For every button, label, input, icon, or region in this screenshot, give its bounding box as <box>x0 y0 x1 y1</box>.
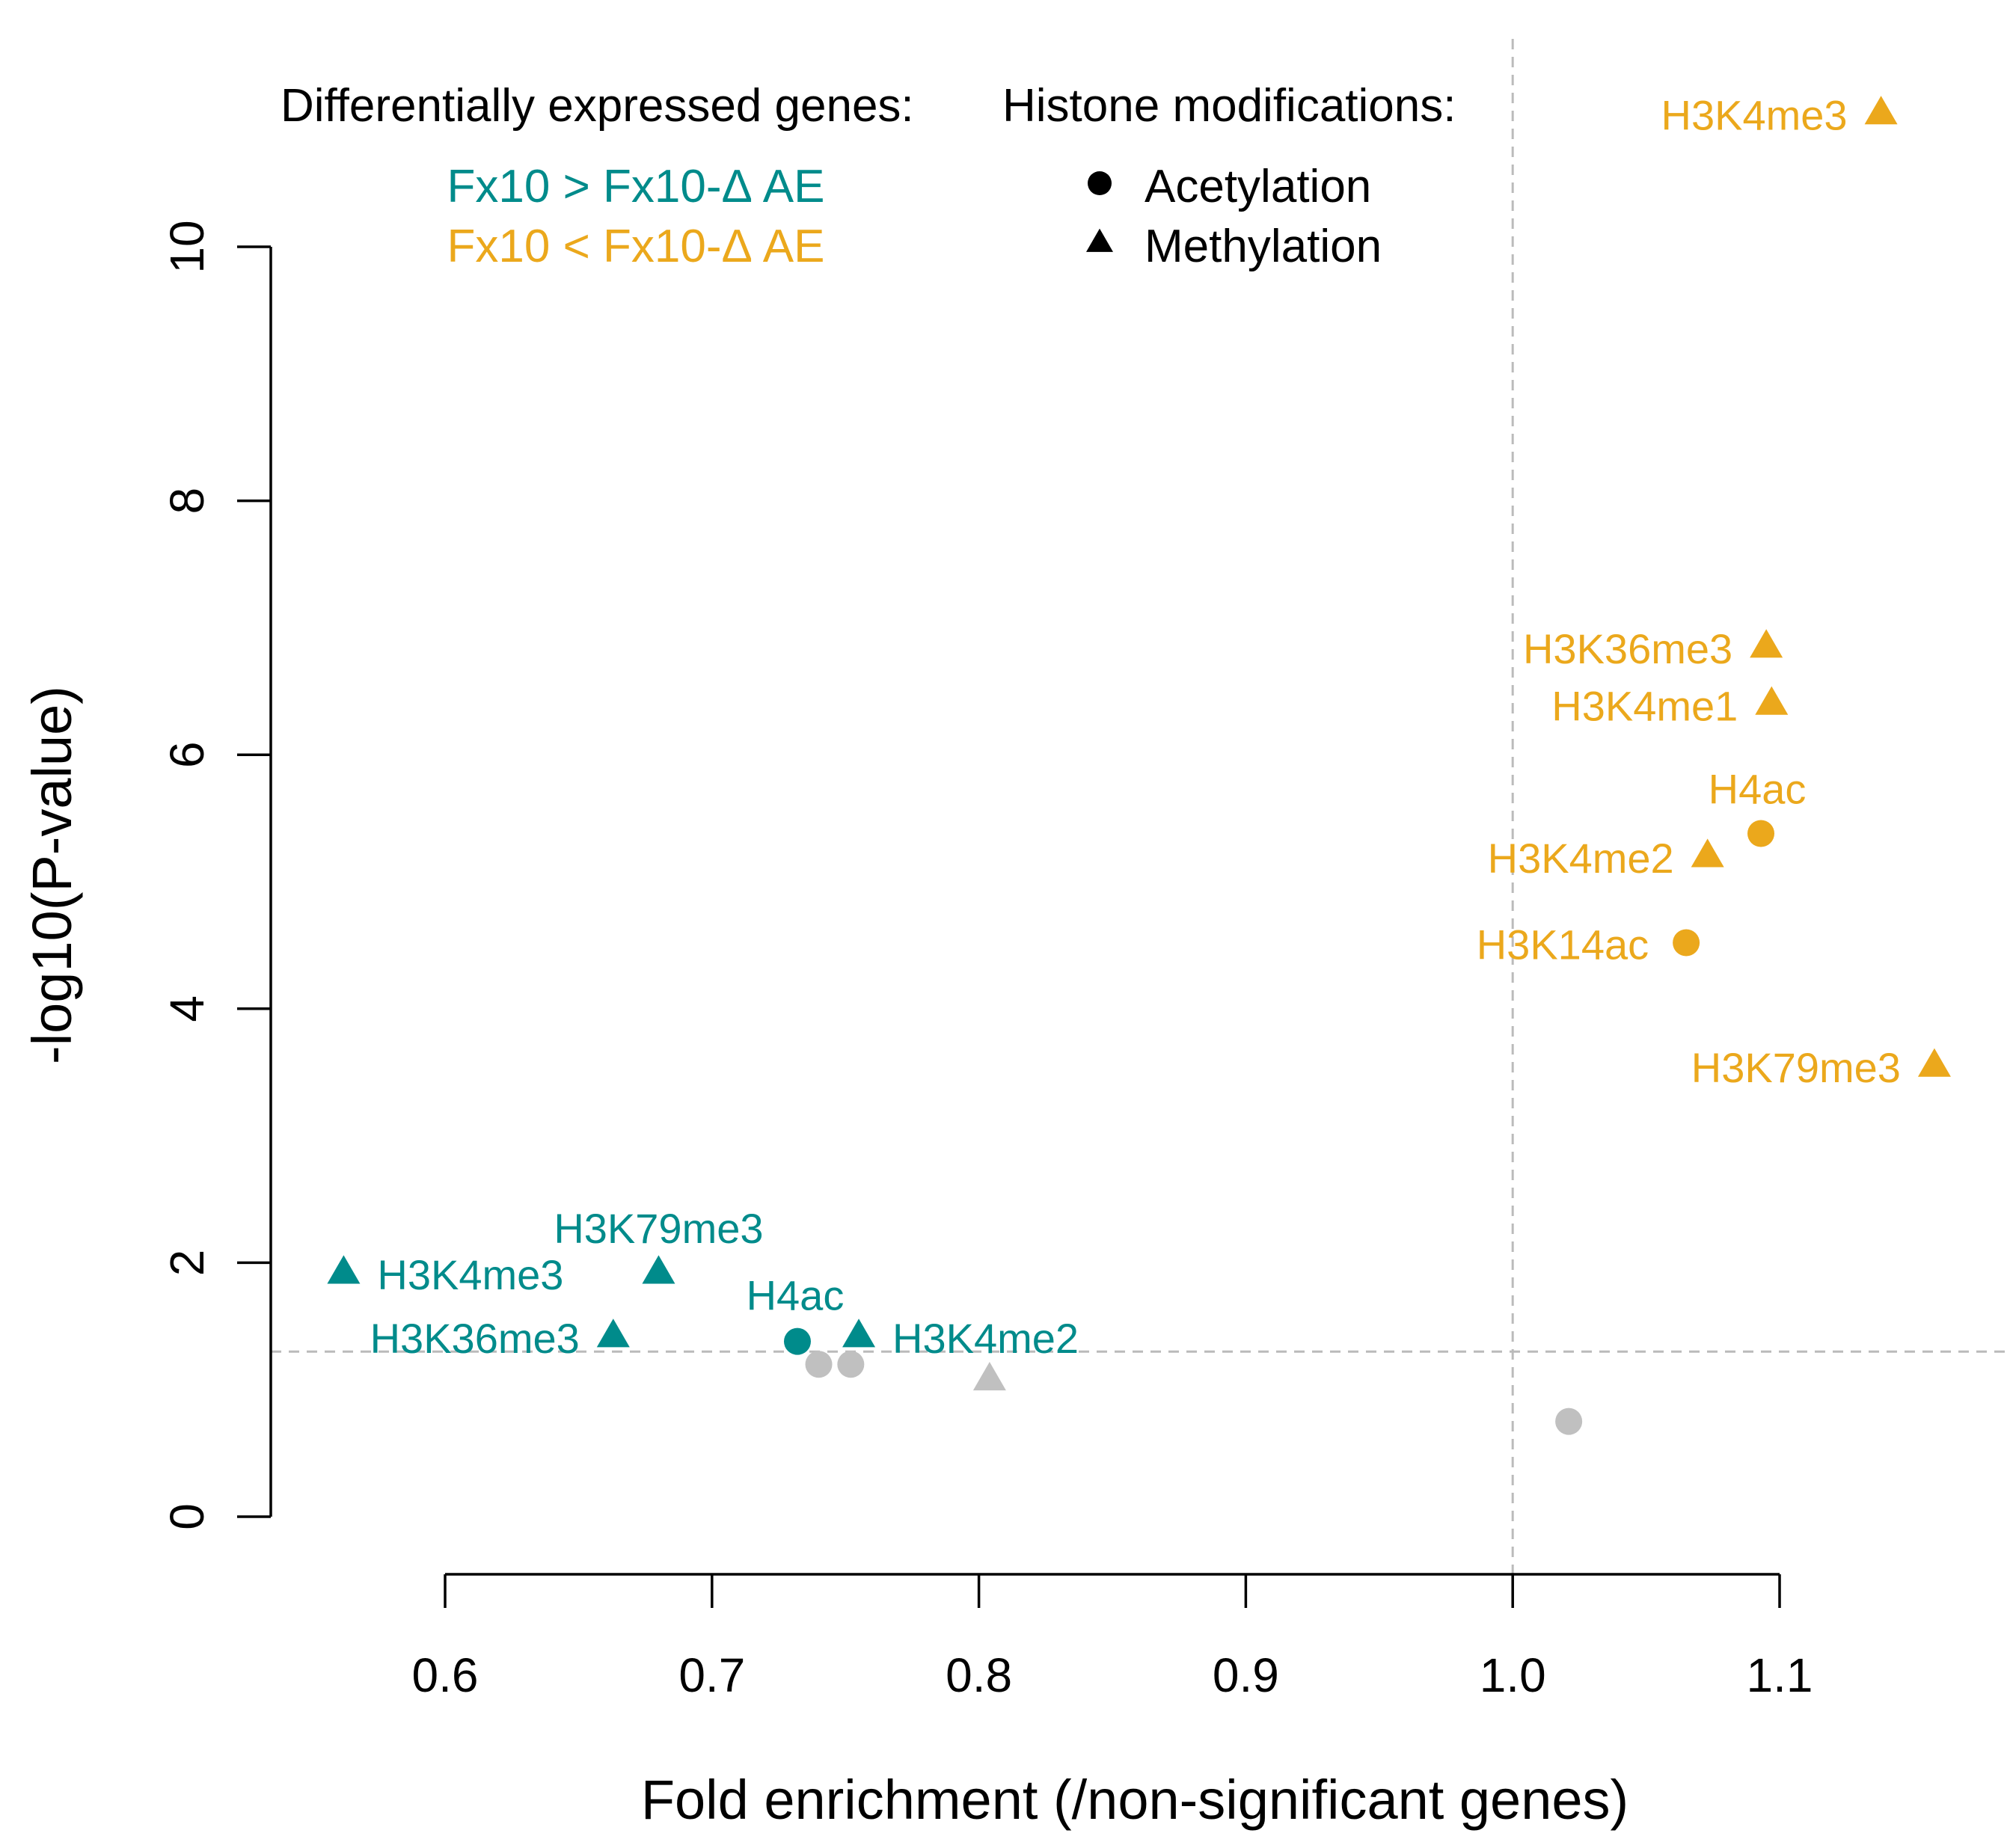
y-tick-label: 0 <box>160 1503 214 1530</box>
up-h4ac-circle-marker <box>1747 820 1775 847</box>
point-label-up-h3k36me3: H3K36me3 <box>1523 625 1732 672</box>
legend-deg-item-up: Fx10 < Fx10-Δ AE <box>447 221 825 272</box>
y-tick-label: 6 <box>160 741 214 768</box>
legend-histone-item-acetylation: Acetylation <box>1145 161 1371 212</box>
legend-deg-item-down: Fx10 > Fx10-Δ AE <box>447 161 825 212</box>
down-h3k79me3-triangle-marker <box>642 1255 675 1284</box>
x-tick-label: 0.7 <box>678 1648 745 1702</box>
y-axis: 0 2 4 6 8 10 <box>160 220 272 1530</box>
data-points <box>327 96 1951 1435</box>
x-tick-label: 1.0 <box>1480 1648 1546 1702</box>
reference-lines <box>271 39 2010 1574</box>
point-label-up-h3k14ac: H3K14ac <box>1477 921 1649 968</box>
down-h4ac-circle-marker <box>783 1327 811 1355</box>
point-label-up-h3k79me3: H3K79me3 <box>1691 1044 1901 1091</box>
legend-histone-item-methylation: Methylation <box>1145 221 1382 272</box>
x-tick-label: 1.1 <box>1747 1648 1813 1702</box>
ns-point-circle-marker <box>837 1351 865 1378</box>
x-tick-label: 0.8 <box>946 1648 1012 1702</box>
point-label-up-h3k4me2: H3K4me2 <box>1488 835 1674 882</box>
legend-circle-icon <box>1088 171 1112 195</box>
y-tick-label: 4 <box>160 995 214 1022</box>
point-label-down-h3k36me3: H3K36me3 <box>370 1315 580 1362</box>
y-tick-label: 8 <box>160 488 214 515</box>
point-label-up-h3k4me3: H3K4me3 <box>1661 92 1848 139</box>
circle-icon <box>1088 171 1112 195</box>
triangle-icon <box>1086 228 1113 252</box>
point-label-down-h4ac: H4ac <box>747 1272 845 1319</box>
up-h3k14ac-circle-marker <box>1673 929 1700 957</box>
up-h3k4me2-triangle-marker <box>1691 838 1724 868</box>
y-tick-label: 2 <box>160 1250 214 1277</box>
up-h3k4me3-triangle-marker <box>1864 96 1898 125</box>
x-axis-title: Fold enrichment (/non-significant genes) <box>641 1769 1628 1831</box>
down-h3k4me2-triangle-marker <box>842 1319 876 1348</box>
legend-triangle-icon <box>1086 228 1113 252</box>
point-label-down-h3k4me3: H3K4me3 <box>377 1251 563 1298</box>
point-label-up-h3k4me1: H3K4me1 <box>1551 682 1738 729</box>
point-label-down-h3k4me2: H3K4me2 <box>892 1315 1079 1362</box>
point-label-up-h4ac: H4ac <box>1709 765 1807 812</box>
x-axis: 0.6 0.7 0.8 0.9 1.0 1.1 <box>412 1573 1813 1702</box>
up-h3k79me3-triangle-marker <box>1917 1048 1951 1077</box>
down-h3k36me3-triangle-marker <box>596 1319 630 1348</box>
ns-point-triangle-marker <box>972 1361 1006 1391</box>
legend-histone-title: Histone modifications: <box>1002 80 1456 132</box>
point-label-down-h3k79me3: H3K79me3 <box>554 1205 763 1252</box>
x-tick-label: 0.6 <box>412 1648 479 1702</box>
legend-deg-title: Differentially expressed genes: <box>281 80 914 132</box>
up-h3k36me3-triangle-marker <box>1750 629 1783 658</box>
x-tick-label: 0.9 <box>1213 1648 1279 1702</box>
y-tick-label: 10 <box>160 220 214 273</box>
y-axis-title: -log10(P-value) <box>21 686 83 1064</box>
up-h3k4me1-triangle-marker <box>1755 686 1789 715</box>
down-h3k4me3-triangle-marker <box>327 1255 361 1284</box>
ns-point-circle-marker <box>805 1351 833 1378</box>
point-labels: H3K4me3 H3K36me3 H3K4me1 H4ac H3K4me2 H3K14ac… <box>370 92 1901 1362</box>
legend: Differentially expressed genes: Fx10 > F… <box>281 80 1456 272</box>
axes: 0 2 4 6 8 10 0.6 0.7 0.8 0.9 1.0 1.1 <box>160 220 1813 1702</box>
ns-point-circle-marker <box>1555 1408 1583 1435</box>
